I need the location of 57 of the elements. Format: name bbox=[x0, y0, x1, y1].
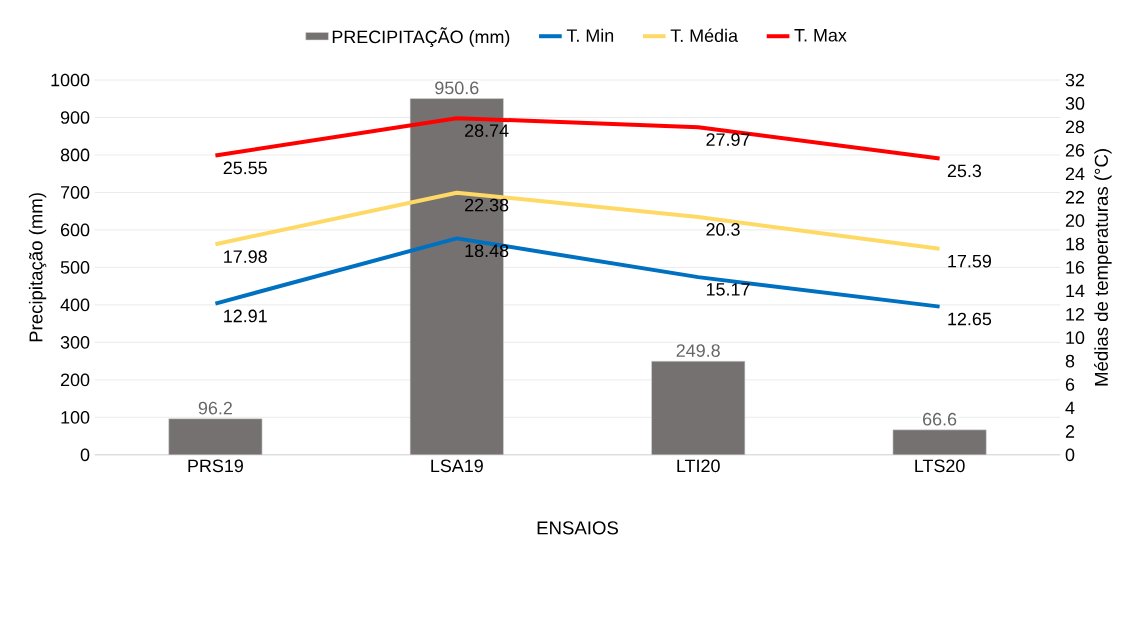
data-label: 25.3 bbox=[947, 164, 982, 178]
data-label: 20.3 bbox=[706, 223, 740, 237]
y2-tick-label: 12 bbox=[1066, 308, 1085, 321]
data-label: 12.91 bbox=[224, 309, 267, 323]
y-tick-label: 200 bbox=[60, 373, 90, 387]
y2-tick-label: 2 bbox=[1065, 425, 1075, 438]
y2-axis-title: Médias de temperaturas (°C) bbox=[1094, 149, 1112, 386]
y2-tick-label: 28 bbox=[1065, 120, 1085, 134]
data-label: 27.97 bbox=[706, 133, 750, 147]
y-tick-label: 400 bbox=[60, 298, 90, 312]
y2-tick-label: 0 bbox=[1065, 448, 1075, 462]
data-label: 25.55 bbox=[223, 161, 267, 175]
y2-tick-label: 20 bbox=[1065, 214, 1085, 228]
x-tick-label: PRS19 bbox=[188, 459, 243, 473]
bar bbox=[892, 429, 987, 456]
y2-tick-label: 26 bbox=[1065, 144, 1085, 157]
y2-tick-label: 24 bbox=[1065, 167, 1085, 181]
data-label: 66.6 bbox=[923, 413, 957, 426]
legend-label: T. Min bbox=[566, 28, 614, 42]
y-tick-label: 1000 bbox=[51, 73, 90, 87]
x-tick-label: LTI20 bbox=[677, 459, 720, 473]
data-label: 15.17 bbox=[706, 283, 750, 296]
x-axis-title: ENSAIOS bbox=[537, 521, 619, 535]
y-axis-title: Precipitação (mm) bbox=[28, 193, 47, 342]
legend-label: T. Max bbox=[794, 29, 847, 42]
y2-tick-label: 16 bbox=[1066, 261, 1085, 274]
data-label: 96.2 bbox=[198, 402, 232, 415]
y-tick-label: 300 bbox=[60, 336, 90, 349]
data-label: 17.59 bbox=[948, 255, 991, 268]
data-label: 17.98 bbox=[224, 250, 267, 264]
x-tick-label: LSA19 bbox=[431, 459, 483, 473]
y2-tick-label: 18 bbox=[1066, 237, 1085, 251]
y-tick-label: 0 bbox=[80, 448, 90, 462]
data-label: 950.6 bbox=[435, 81, 479, 95]
data-label: 249.8 bbox=[676, 344, 720, 358]
legend-label: T. Média bbox=[670, 28, 739, 43]
y2-tick-label: 10 bbox=[1066, 331, 1085, 345]
line-series bbox=[213, 116, 942, 161]
legend-label: PRECIPITAÇÃO (mm) bbox=[332, 27, 510, 48]
y2-tick-label: 4 bbox=[1065, 402, 1075, 415]
x-tick-label: LTS20 bbox=[915, 459, 965, 473]
bar bbox=[168, 418, 263, 456]
y-tick-label: 100 bbox=[61, 411, 90, 424]
y2-tick-label: 30 bbox=[1065, 97, 1085, 111]
y-tick-label: 700 bbox=[61, 186, 90, 200]
y-tick-label: 800 bbox=[60, 148, 90, 162]
y2-tick-label: 22 bbox=[1065, 191, 1085, 204]
y2-tick-label: 14 bbox=[1066, 284, 1085, 298]
y-tick-label: 600 bbox=[61, 223, 90, 237]
y2-tick-label: 8 bbox=[1065, 355, 1075, 368]
y-tick-label: 900 bbox=[60, 111, 90, 125]
bar bbox=[651, 361, 746, 456]
y2-tick-label: 6 bbox=[1065, 378, 1075, 392]
data-label: 12.65 bbox=[948, 312, 992, 326]
line-series bbox=[213, 236, 942, 309]
y2-tick-label: 32 bbox=[1065, 73, 1085, 87]
y-tick-label: 500 bbox=[60, 261, 90, 274]
